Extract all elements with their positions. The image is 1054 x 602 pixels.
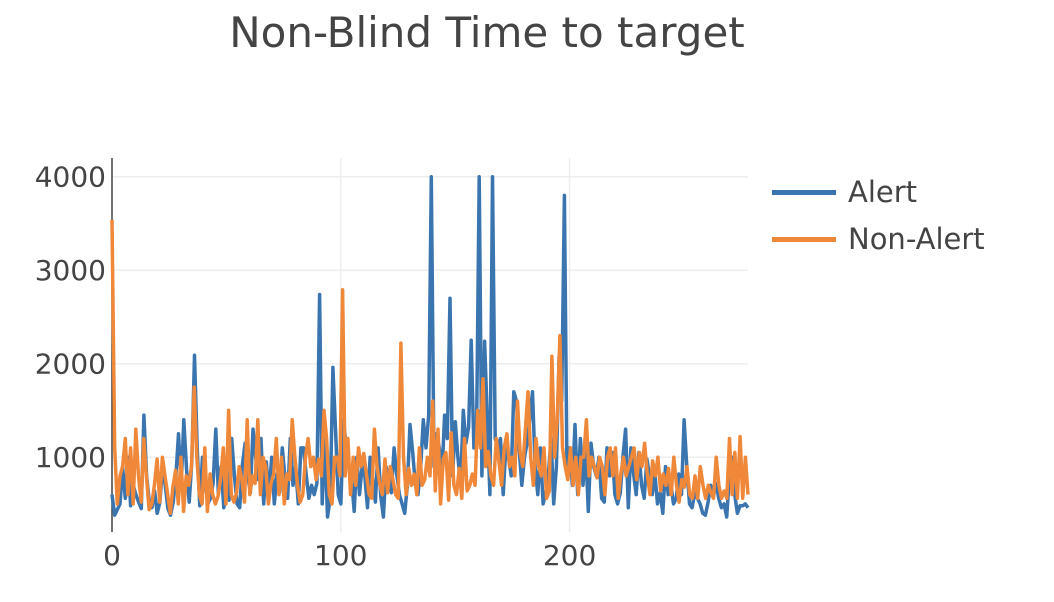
tick-labels: 1000 2000 3000 4000 0 100 200 (35, 161, 597, 572)
y-tick-label: 3000 (35, 254, 106, 287)
legend-swatch (772, 189, 836, 195)
x-tick-label: 0 (103, 539, 121, 572)
series-line-alert (110, 174, 750, 519)
series-line-non-alert (110, 219, 750, 516)
legend-item[interactable]: Non-Alert (772, 219, 985, 259)
y-tick-label: 4000 (35, 161, 106, 194)
x-tick-label: 200 (543, 539, 596, 572)
legend-label: Alert (848, 175, 918, 209)
legend-item[interactable]: Alert (772, 172, 917, 212)
legend-label: Non-Alert (848, 222, 985, 256)
series-lines (110, 174, 750, 519)
chart-title: Non-Blind Time to target (229, 8, 745, 57)
legend-swatch (772, 236, 836, 242)
x-tick-label: 100 (314, 539, 367, 572)
y-tick-label: 2000 (35, 348, 106, 381)
y-tick-label: 1000 (35, 441, 106, 474)
